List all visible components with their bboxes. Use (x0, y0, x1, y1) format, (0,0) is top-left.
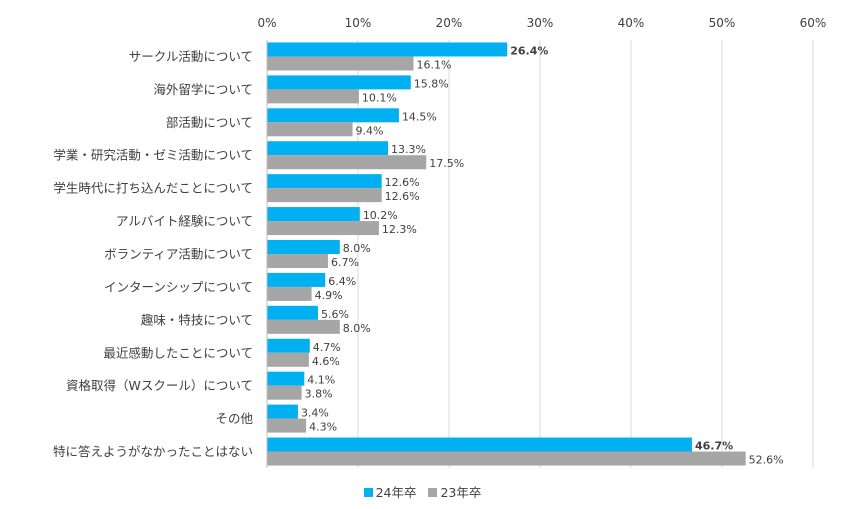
bar-23 (267, 286, 312, 301)
bar-24 (267, 305, 318, 320)
data-label: 3.4% (301, 407, 329, 420)
category-label: 趣味・特技について (141, 312, 253, 327)
data-label: 26.4% (510, 44, 548, 57)
bar-23 (267, 122, 353, 137)
data-label: 52.6% (749, 454, 784, 467)
bar-23 (267, 188, 382, 203)
data-label: 6.7% (331, 256, 359, 269)
data-label: 5.6% (321, 308, 349, 321)
data-label: 4.7% (313, 341, 341, 354)
bar-24 (267, 240, 340, 254)
data-label: 4.3% (309, 421, 337, 434)
data-label: 13.3% (391, 143, 426, 156)
bar-24 (267, 371, 305, 386)
category-label: インターンシップについて (104, 279, 253, 294)
x-tick-label: 30% (527, 16, 554, 30)
data-label: 15.8% (414, 77, 449, 90)
bar-24 (267, 207, 360, 222)
category-label: 部活動について (166, 115, 253, 130)
bar-24 (267, 174, 382, 189)
data-label: 4.9% (315, 289, 343, 302)
bar-23 (267, 254, 328, 268)
bar-24 (267, 437, 692, 452)
data-label: 12.6% (385, 190, 420, 203)
legend-label-24: 24年卒 (375, 485, 417, 500)
x-tick-label: 60% (800, 16, 827, 30)
bar-24 (267, 404, 298, 419)
x-tick-label: 40% (618, 16, 645, 30)
legend-item-24: 24年卒 (363, 482, 417, 501)
gridlines (357, 40, 814, 468)
data-label: 3.8% (305, 388, 333, 401)
legend-swatch-24 (363, 488, 373, 497)
data-label: 6.4% (328, 275, 356, 288)
category-label: 学業・研究活動・ゼミ活動について (53, 148, 253, 163)
data-label: 8.0% (343, 322, 371, 335)
data-labels: 26.4% 16.1% 15.8% 10.1% 14.5% 9.4% 13.3%17.5% 1… (301, 44, 784, 466)
bar-23 (267, 451, 746, 466)
category-label: 最近感動したことについて (103, 345, 253, 360)
bar-23 (267, 385, 302, 400)
bar-24 (267, 338, 310, 353)
bar-23 (267, 155, 427, 170)
bar-23 (267, 221, 379, 236)
data-label: 4.1% (307, 374, 335, 387)
bar-24 (267, 42, 508, 57)
data-label: 17.5% (429, 157, 464, 170)
legend: 24年卒 23年卒 (0, 482, 845, 501)
data-label: 4.6% (312, 355, 340, 368)
category-label: サークル活動について (129, 49, 253, 64)
data-label: 10.1% (362, 91, 397, 104)
bar-24 (267, 75, 411, 90)
data-label: 46.7% (695, 440, 733, 453)
bar-24 (267, 272, 326, 287)
bars (267, 42, 746, 466)
x-tick-label: 20% (436, 16, 463, 30)
bar-23 (267, 319, 340, 334)
data-label: 12.6% (385, 176, 420, 189)
category-label: 海外留学について (153, 82, 253, 97)
data-label: 16.1% (417, 58, 452, 71)
x-tick-label: 0% (257, 16, 276, 30)
bar-23 (267, 89, 359, 104)
category-label: アルバイト経験について (116, 214, 253, 229)
x-axis-ticks: 0% 10% 20% 30% 40% 50% 60% (257, 16, 826, 30)
data-label: 14.5% (402, 110, 437, 123)
data-label: 8.0% (343, 242, 371, 255)
bar-23 (267, 352, 309, 367)
data-label: 9.4% (356, 124, 384, 137)
bar-24 (267, 108, 399, 123)
data-label: 12.3% (382, 223, 417, 236)
category-label: ボランティア活動について (104, 247, 253, 262)
bar-23 (267, 418, 307, 433)
legend-label-23: 23年卒 (440, 485, 482, 500)
bar-24 (267, 141, 389, 156)
x-tick-label: 50% (709, 16, 736, 30)
legend-item-23: 23年卒 (428, 482, 481, 501)
x-tick-label: 10% (345, 16, 372, 30)
category-label: その他 (215, 411, 253, 426)
category-label: 学生時代に打ち込んだことについて (53, 181, 253, 196)
legend-swatch-23 (428, 488, 438, 497)
category-labels: サークル活動について海外留学について部活動について学業・研究活動・ゼミ活動につい… (53, 49, 254, 459)
category-label: 特に答えようがなかったことはない (53, 444, 253, 459)
bar-23 (267, 56, 414, 71)
category-label: 資格取得（Wスクール）について (66, 378, 253, 393)
data-label: 10.2% (363, 209, 398, 222)
